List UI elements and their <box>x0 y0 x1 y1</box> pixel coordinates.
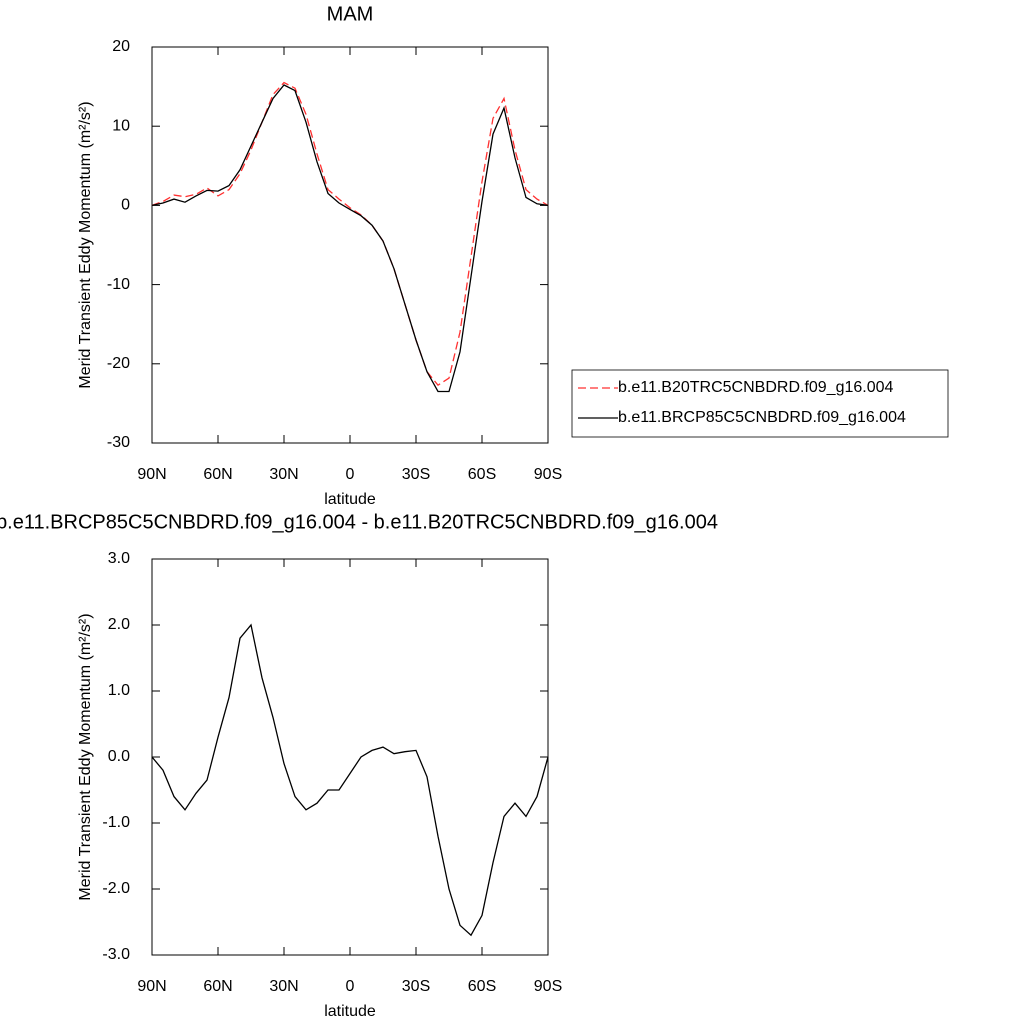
data-line <box>151 84 549 393</box>
y-tick-label: 2.0 <box>108 616 130 633</box>
x-tick-label: 90N <box>137 978 166 995</box>
legend-label: b.e11.B20TRC5CNBDRD.f09_g16.004 <box>618 379 894 396</box>
x-tick-label: 30S <box>402 466 430 483</box>
y-axis-label: Merid Transient Eddy Momentum (m²/s²) <box>77 613 94 900</box>
y-axis-label: Merid Transient Eddy Momentum (m²/s²) <box>77 101 94 388</box>
data-line <box>151 623 549 937</box>
y-tick-label: -1.0 <box>102 814 130 831</box>
x-axis-label: latitude <box>324 1003 376 1020</box>
x-tick-label: 60N <box>203 978 232 995</box>
y-tick-label: -2.0 <box>102 880 130 897</box>
x-tick-label: 30N <box>269 466 298 483</box>
x-tick-label: 90N <box>137 466 166 483</box>
x-tick-label: 60S <box>468 466 496 483</box>
x-tick-label: 90S <box>534 466 562 483</box>
chart-title: b.e11.BRCP85C5CNBDRD.f09_g16.004 - b.e11… <box>0 511 718 533</box>
y-tick-label: 1.0 <box>108 682 130 699</box>
y-tick-label: -10 <box>107 276 130 293</box>
y-tick-label: 20 <box>112 38 130 55</box>
x-tick-label: 30S <box>402 978 430 995</box>
y-tick-label: -30 <box>107 434 130 451</box>
x-tick-label: 60N <box>203 466 232 483</box>
legend-label: b.e11.BRCP85C5CNBDRD.f09_g16.004 <box>618 409 906 426</box>
x-tick-label: 0 <box>346 978 355 995</box>
x-tick-label: 90S <box>534 978 562 995</box>
plot-frame <box>151 558 549 956</box>
x-tick-label: 30N <box>269 978 298 995</box>
chart-title: MAM <box>327 3 374 25</box>
y-tick-label: 3.0 <box>108 550 130 567</box>
x-tick-label: 60S <box>468 978 496 995</box>
plot-frame <box>151 46 549 444</box>
x-tick-label: 0 <box>346 466 355 483</box>
y-tick-label: -20 <box>107 355 130 372</box>
data-line <box>151 81 549 387</box>
y-tick-label: 0 <box>121 197 130 214</box>
y-tick-label: 0.0 <box>108 748 130 765</box>
y-tick-label: 10 <box>112 117 130 134</box>
legend-box <box>571 369 949 438</box>
y-tick-label: -3.0 <box>102 946 130 963</box>
x-axis-label: latitude <box>324 491 376 508</box>
